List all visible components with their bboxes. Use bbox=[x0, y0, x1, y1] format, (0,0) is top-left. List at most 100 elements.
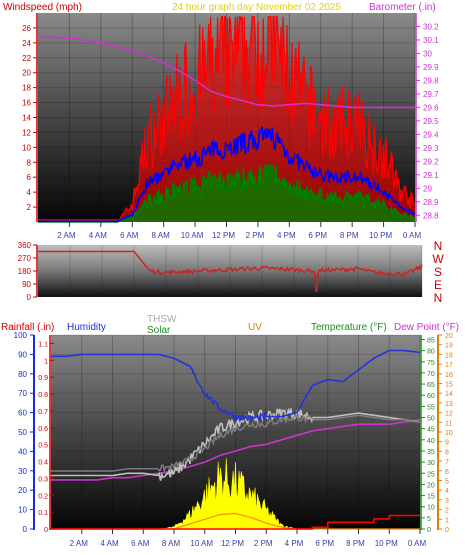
humidity-tick-label: 90 bbox=[18, 350, 27, 359]
x-tick-label: 0 AM bbox=[408, 539, 427, 548]
baro-tick-label: 30.1 bbox=[423, 36, 439, 45]
x-tick-label: 10 AM bbox=[190, 539, 213, 548]
wind-tick-label: 22 bbox=[22, 54, 31, 63]
temperature-line bbox=[51, 414, 421, 474]
humidity-ticks: 0 10 20 30 40 50 60 70 80 90 100 bbox=[14, 331, 34, 534]
compass-label: N bbox=[434, 239, 443, 253]
solar-label: Solar bbox=[147, 325, 171, 336]
uv-tick-label: 4 bbox=[445, 488, 449, 495]
x-tick-label: 0 AM bbox=[403, 231, 422, 240]
baro-tick-label: 28.9 bbox=[423, 198, 439, 207]
temp-tick-label: 5 bbox=[427, 516, 431, 523]
temp-tick-label: 75 bbox=[427, 360, 435, 367]
x-tick-label: 8 AM bbox=[162, 539, 181, 548]
wind-tick-label: 10 bbox=[22, 143, 31, 152]
temp-tick-label: 35 bbox=[427, 449, 435, 456]
baro-tick-label: 29.2 bbox=[423, 157, 439, 166]
uv-tick-label: 10 bbox=[445, 430, 453, 437]
uv-tick-label: 6 bbox=[445, 469, 449, 476]
compass-label: S bbox=[434, 265, 442, 279]
rain-tick-label: 0.5 bbox=[38, 443, 48, 450]
x-tick-label: 10 PM bbox=[375, 539, 398, 548]
compass-label: W bbox=[432, 252, 444, 266]
temp-tick-label: 55 bbox=[427, 404, 435, 411]
humidity-tick-label: 70 bbox=[18, 389, 27, 398]
humidity-tick-label: 60 bbox=[18, 409, 27, 418]
barometer-label: Barometer (.in) bbox=[369, 2, 436, 13]
wind-tick-label: 8 bbox=[27, 158, 32, 167]
rain-tick-label: 0.6 bbox=[38, 426, 48, 433]
x-tick-label: 8 AM bbox=[152, 231, 171, 240]
baro-tick-label: 30 bbox=[423, 49, 432, 58]
wind-tick-label: 26 bbox=[22, 24, 31, 33]
rain-tick-label: 1.1 bbox=[38, 341, 48, 348]
temp-tick-label: 45 bbox=[427, 427, 435, 434]
rain-tick-label: 0.4 bbox=[38, 460, 48, 467]
wind-gust-line bbox=[38, 16, 416, 222]
x-tick-label: 10 AM bbox=[181, 231, 204, 240]
temp-tick-label: 40 bbox=[427, 438, 435, 445]
wind-tick-label: 20 bbox=[22, 69, 31, 78]
uv-tick-label: 19 bbox=[445, 343, 453, 350]
x-tick-label: 4 PM bbox=[285, 539, 304, 548]
wind-tick-label: 4 bbox=[27, 188, 32, 197]
x-tick-label: 6 PM bbox=[308, 231, 327, 240]
uv-tick-label: 17 bbox=[445, 362, 453, 369]
baro-tick-label: 29.6 bbox=[423, 103, 439, 112]
x-tick-label: 8 PM bbox=[340, 231, 359, 240]
uv-tick-label: 12 bbox=[445, 411, 453, 418]
x-tick-label: 8 PM bbox=[346, 539, 365, 548]
uv-tick-label: 11 bbox=[445, 420, 452, 427]
windspeed-label: Windspeed (mph) bbox=[3, 2, 82, 13]
temp-tick-label: 85 bbox=[427, 337, 435, 344]
direction-tick-label: 90 bbox=[22, 280, 31, 289]
uv-tick-label: 15 bbox=[445, 382, 453, 389]
rain-tick-label: 1 bbox=[44, 358, 48, 365]
direction-tick-label: 180 bbox=[18, 267, 32, 276]
x-tick-label: 2 PM bbox=[246, 231, 265, 240]
humidity-tick-label: 100 bbox=[14, 331, 28, 340]
x-tick-label: 12 PM bbox=[212, 231, 235, 240]
baro-tick-label: 29.8 bbox=[423, 76, 439, 85]
bottom-x-ticks: 2 AM 4 AM 6 AM 8 AM 10 AM 12 PM 2 PM 4 PM 6 PM 8 … bbox=[70, 529, 427, 548]
dewpoint-label: Dew Point (°F) bbox=[394, 322, 459, 333]
baro-tick-label: 29.1 bbox=[423, 171, 439, 180]
direction-tick-label: 360 bbox=[18, 241, 32, 250]
direction-tick-label: 0 bbox=[27, 293, 32, 302]
bottom-grid bbox=[51, 334, 421, 529]
baro-tick-label: 29.5 bbox=[423, 117, 439, 126]
uv-tick-label: 13 bbox=[445, 401, 453, 408]
rain-ticks: 0 0.1 0.2 0.3 0.4 0.5 0.6 0.7 0.8 0.9 1 1.1 bbox=[38, 341, 54, 534]
humidity-line bbox=[51, 349, 421, 423]
humidity-label: Humidity bbox=[67, 322, 106, 333]
direction-grid bbox=[69, 245, 423, 297]
wind-avg-line bbox=[38, 126, 416, 223]
uv-tick-label: 9 bbox=[445, 440, 449, 447]
compass-label: E bbox=[434, 278, 442, 292]
x-tick-label: 6 AM bbox=[120, 231, 139, 240]
top-right-ticks: 28.8 28.9 29 29.1 29.2 29.3 29.4 29.5 29.6 29.7 29… bbox=[416, 22, 439, 220]
x-tick-label: 4 AM bbox=[100, 539, 119, 548]
thsw-line bbox=[51, 407, 421, 481]
uv-tick-label: 8 bbox=[445, 449, 449, 456]
x-tick-label: 6 AM bbox=[131, 539, 150, 548]
baro-tick-label: 29.9 bbox=[423, 63, 439, 72]
wind-tick-label: 6 bbox=[27, 173, 32, 182]
direction-ticks: 360 270 180 90 0 bbox=[18, 241, 37, 302]
top-x-ticks: 2 AM 4 AM 6 AM 8 AM 10 AM 12 PM 2 PM 4 PM 6 PM 8 … bbox=[57, 222, 421, 240]
temp-tick-label: 25 bbox=[427, 471, 435, 478]
direction-line bbox=[38, 250, 423, 292]
rain-tick-label: 0.2 bbox=[38, 493, 48, 500]
x-tick-label: 12 PM bbox=[221, 539, 244, 548]
x-tick-label: 4 AM bbox=[89, 231, 108, 240]
humidity-tick-label: 0 bbox=[23, 525, 28, 534]
temp-tick-label: 60 bbox=[427, 393, 435, 400]
uv-tick-label: 5 bbox=[445, 479, 449, 486]
humidity-tick-label: 10 bbox=[18, 506, 27, 515]
rain-tick-label: 0 bbox=[44, 527, 48, 534]
temp-tick-label: 0 bbox=[427, 527, 431, 534]
humidity-tick-label: 20 bbox=[18, 486, 27, 495]
